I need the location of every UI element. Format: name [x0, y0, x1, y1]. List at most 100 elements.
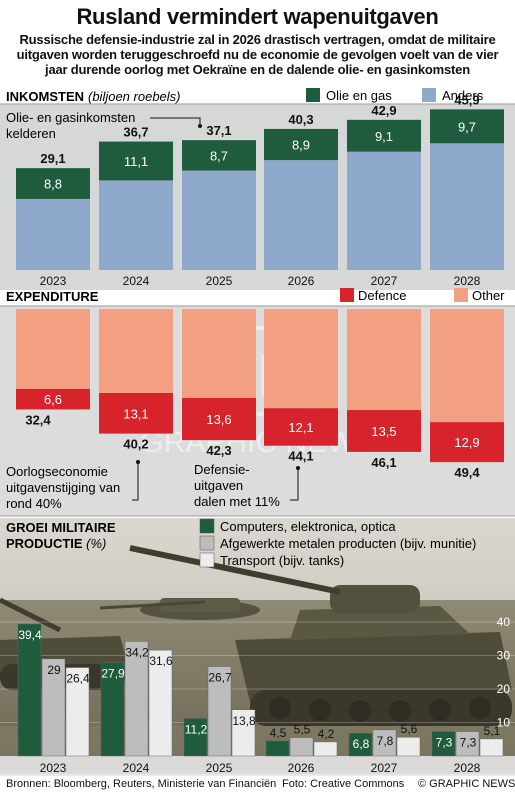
bar-oil-gas-2027: [347, 119, 421, 152]
label-defence-2025: 13,6: [206, 412, 231, 427]
svg-text:dalen met 11%: dalen met 11%: [194, 494, 280, 509]
bar-production-1-2026: [289, 737, 314, 757]
bar-defence-2025: [182, 397, 256, 441]
footer: Bronnen: Bloomberg, Reuters, Ministerie …: [0, 776, 515, 794]
bar-anders-2023: [16, 198, 90, 270]
label-total-expenditure-2028: 49,4: [454, 465, 480, 480]
bar-production-2-2025: [231, 709, 256, 757]
legend-metal-swatch: [199, 535, 215, 551]
production-title-line1: GROEI MILITAIRE: [6, 520, 116, 535]
svg-text:rond 40%: rond 40%: [6, 496, 62, 511]
label-total-expenditure-2027: 46,1: [371, 455, 396, 470]
label-defence-2024: 13,1: [123, 406, 148, 421]
legend-oil-swatch: [306, 88, 320, 102]
x-tick-production-2026: 2026: [288, 761, 315, 775]
bar-other-2026: [264, 309, 338, 409]
label-production-0-2025: 11,2: [185, 722, 208, 736]
x-tick-income-2025: 2025: [206, 274, 233, 288]
label-total-income-2026: 40,3: [288, 112, 313, 127]
y-tick-10: 10: [497, 716, 511, 730]
label-production-1-2027: 7,8: [377, 734, 394, 748]
label-defence-2023: 6,6: [44, 392, 62, 407]
bar-production-1-2023: [41, 658, 66, 757]
y-tick-40: 40: [497, 615, 511, 629]
bar-anders-2025: [182, 170, 256, 270]
label-total-income-2024: 36,7: [123, 125, 148, 140]
bar-defence-2023: [16, 388, 90, 410]
label-production-1-2026: 5,5: [294, 723, 311, 737]
label-production-2-2023: 26,4: [66, 672, 90, 686]
footer-credit: © GRAPHIC NEWS: [418, 778, 515, 790]
bar-production-0-2024: [100, 662, 125, 757]
label-production-0-2026: 4,5: [270, 726, 287, 740]
expenditure-title: EXPENDITURE: [6, 289, 99, 304]
bar-oil-gas-2024: [99, 141, 173, 181]
x-tick-production-2024: 2024: [123, 761, 150, 775]
page-subtitle: Russische defensie-industrie zal in 2026…: [16, 32, 499, 77]
bar-other-2028: [430, 309, 504, 423]
x-tick-production-2025: 2025: [206, 761, 233, 775]
label-production-2-2026: 4,2: [318, 727, 335, 741]
bar-production-2-2024: [148, 649, 173, 757]
x-tick-income-2027: 2027: [371, 274, 398, 288]
label-production-2-2028: 5,1: [484, 724, 501, 738]
bar-defence-2027: [347, 410, 421, 452]
label-oil-gas-2027: 9,1: [375, 129, 393, 144]
svg-text:Defensie-: Defensie-: [194, 462, 250, 477]
watermark-text: GRAPHIC NEWS: [140, 426, 375, 459]
label-oil-gas-2023: 8,8: [44, 177, 62, 192]
bar-other-2024: [99, 309, 173, 394]
charts-canvas: GN GRAPHIC NEWS INKOMSTEN(biljoen roebel…: [0, 88, 515, 776]
bar-production-2-2028: [479, 738, 504, 757]
inkomsten-legend: Olie en gas Anders: [306, 88, 484, 103]
bar-defence-2026: [264, 408, 338, 446]
label-production-1-2025: 26,7: [208, 671, 232, 685]
x-tick-income-2026: 2026: [288, 274, 315, 288]
label-total-income-2028: 45,9: [454, 92, 479, 107]
bar-other-2027: [347, 309, 421, 411]
bar-production-2-2027: [396, 736, 421, 757]
label-defence-2028: 12,9: [454, 435, 479, 450]
x-tick-income-2024: 2024: [123, 274, 150, 288]
bar-production-0-2027: [348, 732, 373, 757]
page-title: Rusland vermindert wapenuitgaven: [76, 4, 439, 29]
annotation-oil-drop: Olie- en gasinkomsten kelderen: [6, 110, 202, 141]
legend-computers-swatch: [199, 518, 215, 534]
bar-oil-gas-2025: [182, 140, 256, 171]
footer-photo-credit: Foto: Creative Commons: [282, 778, 405, 790]
label-production-0-2027: 6,8: [353, 737, 370, 751]
production-chart: 10 20 30 40 39,4 29 26,4 2023 27,934,231,6 2024 11…: [0, 615, 515, 776]
footer-sources: Bronnen: Bloomberg, Reuters, Ministerie …: [6, 778, 277, 790]
label-production-2-2027: 5,6: [401, 722, 418, 736]
label-total-income-2027: 42,9: [371, 103, 396, 118]
y-tick-20: 20: [497, 682, 511, 696]
production-legend: Computers, elektronica, optica Afgewerkt…: [199, 518, 476, 568]
label-oil-gas-2025: 8,7: [210, 148, 228, 163]
x-tick-income-2028: 2028: [454, 274, 481, 288]
legend-defence-label: Defence: [358, 288, 406, 303]
bar-production-1-2025: [207, 666, 232, 757]
label-production-2-2024: 31,6: [149, 654, 173, 668]
bar-oil-gas-2028: [430, 109, 504, 144]
annotation-defence-drop: Defensie- uitgaven dalen met 11%: [194, 462, 300, 509]
label-production-1-2024: 34,2: [125, 645, 149, 659]
label-production-0-2024: 27,9: [101, 667, 125, 681]
label-total-income-2025: 37,1: [206, 123, 231, 138]
bar-anders-2024: [99, 180, 173, 270]
bar-production-1-2027: [372, 729, 397, 757]
bar-anders-2028: [430, 143, 504, 270]
label-production-1-2023: 29: [47, 663, 61, 677]
legend-defence-swatch: [340, 288, 354, 302]
label-total-expenditure-2025: 42,3: [206, 443, 231, 458]
annotation-oil-drop-line1: Olie- en gasinkomsten: [6, 110, 135, 125]
expenditure-chart: 6,6 32,4 13,1 40,2 13,6 42,3 12,1 44,1 13,5 46,1 1…: [16, 309, 504, 480]
label-oil-gas-2024: 11,1: [124, 154, 148, 169]
x-tick-income-2023: 2023: [40, 274, 67, 288]
label-production-1-2028: 7,3: [460, 736, 477, 750]
legend-other-swatch: [454, 288, 468, 302]
annotation-oil-drop-line2: kelderen: [6, 126, 56, 141]
bar-other-2025: [182, 309, 256, 398]
legend-oil-label: Olie en gas: [326, 88, 392, 103]
production-title-line2: PRODUCTIE (%): [6, 536, 106, 551]
